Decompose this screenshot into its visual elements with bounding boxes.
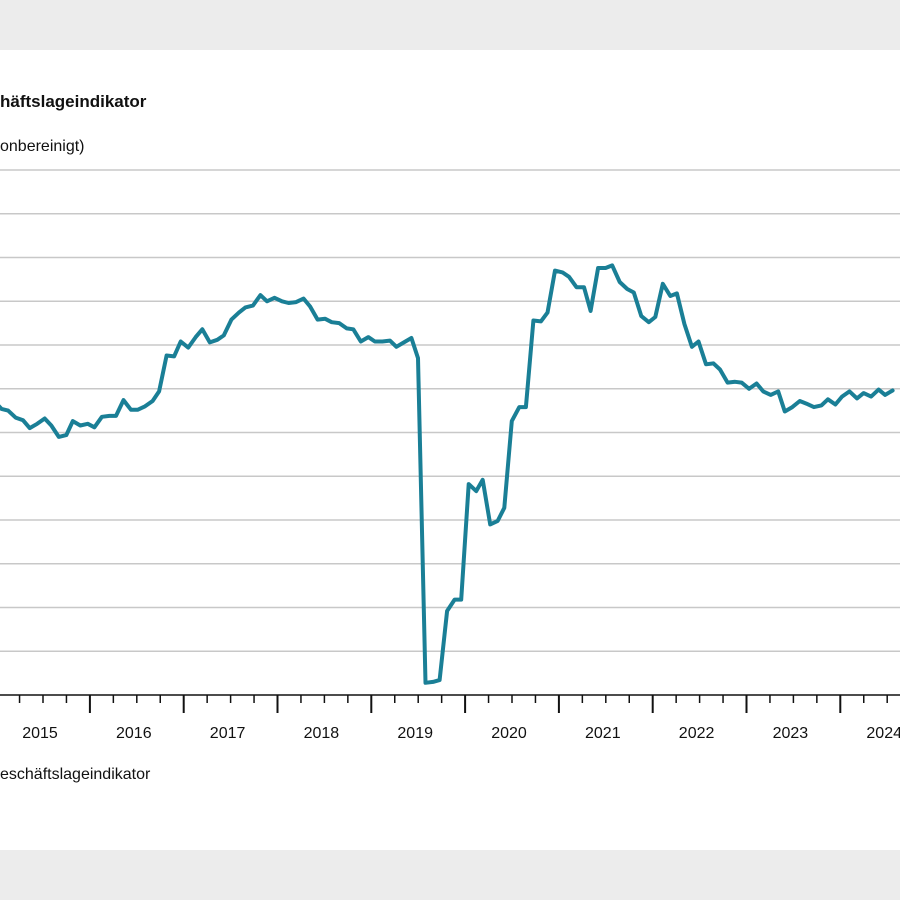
x-tick-label: 2015 bbox=[22, 725, 58, 742]
x-axis-tick-labels: 2015 2016 2017 2018 2019 2020 2021 2022 2023 2024 bbox=[22, 725, 900, 742]
x-tick-label: 2017 bbox=[210, 725, 246, 742]
x-tick-label: 2018 bbox=[304, 725, 340, 742]
x-tick-label: 2022 bbox=[679, 725, 715, 742]
x-axis bbox=[0, 694, 900, 713]
chart-subtitle: onbereinigt) bbox=[0, 138, 85, 155]
x-tick-label: 2020 bbox=[491, 725, 527, 742]
chart-plot: 2015 2016 2017 2018 2019 2020 2021 2022 2023 2024 bbox=[0, 169, 900, 742]
x-tick-label: 2024 bbox=[866, 725, 900, 742]
series-lines bbox=[0, 263, 895, 685]
series-line bbox=[0, 263, 895, 685]
chart-title: häftslageindikator bbox=[0, 92, 147, 111]
x-tick-label: 2019 bbox=[397, 725, 433, 742]
legend-label: eschäftslageindikator bbox=[0, 766, 151, 783]
x-tick-label: 2021 bbox=[585, 725, 621, 742]
x-tick-label: 2016 bbox=[116, 725, 152, 742]
chart-card: häftslageindikator onbereinigt) 2015 2016… bbox=[0, 50, 900, 850]
x-tick-label: 2023 bbox=[773, 725, 809, 742]
